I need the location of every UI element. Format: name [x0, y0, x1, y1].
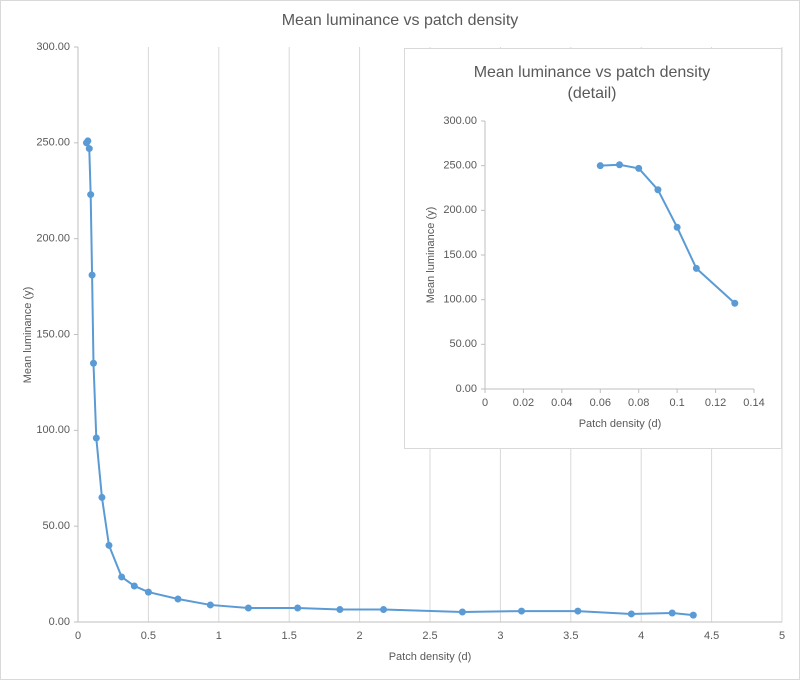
data-point [144, 588, 152, 596]
data-point [668, 609, 676, 617]
data-point [130, 582, 138, 590]
x-axis-label: Patch density (d) [579, 418, 662, 430]
x-tick-label: 0.5 [141, 630, 156, 642]
x-tick-label: 1 [216, 630, 222, 642]
data-point [574, 607, 582, 615]
y-tick-label: 300.00 [443, 115, 477, 127]
x-tick-label: 0 [482, 397, 488, 409]
data-point [244, 604, 252, 612]
x-tick-label: 5 [779, 630, 785, 642]
data-point [518, 607, 526, 615]
x-tick-label: 0 [75, 630, 81, 642]
y-tick-label: 0.00 [49, 616, 70, 628]
title-box: Mean luminance vs patch density [281, 12, 519, 29]
data-point [118, 573, 126, 581]
x-tick-label: 3.5 [563, 630, 578, 642]
data-point [689, 611, 697, 619]
x-tick-label: 0.1 [669, 397, 684, 409]
x-tick-label: 0.06 [590, 397, 611, 409]
y-tick-label: 50.00 [449, 338, 477, 350]
y-tick-label: 0.00 [456, 383, 477, 395]
data-line [85, 138, 694, 617]
data-point [92, 434, 100, 442]
data-point [692, 264, 700, 272]
x-axis-label: Patch density (d) [389, 651, 472, 663]
data-point [731, 299, 739, 307]
data-point [84, 137, 92, 145]
x-tick-label: 0.12 [705, 397, 726, 409]
title-box: Mean luminance vs patch density (detail) [473, 64, 711, 102]
data-point [380, 606, 388, 614]
data-point [673, 223, 681, 231]
data-point [89, 359, 97, 367]
x-tick-label: 0.14 [743, 397, 764, 409]
data-point [635, 164, 643, 172]
x-tick-label: 3 [497, 630, 503, 642]
y-tick-label: 200.00 [443, 204, 477, 216]
y-tick-label: 100.00 [36, 424, 70, 436]
data-point [105, 541, 113, 549]
y-tick-label: 250.00 [443, 160, 477, 172]
x-tick-label: 2.5 [422, 630, 437, 642]
data-point [85, 145, 93, 153]
x-tick-label: 0.04 [551, 397, 572, 409]
x-tick-label: 4.5 [704, 630, 719, 642]
data-point [88, 271, 96, 279]
x-tick-label: 4 [638, 630, 644, 642]
data-point [336, 606, 344, 614]
y-tick-label: 200.00 [36, 233, 70, 245]
inset-frame [404, 48, 782, 449]
data-point [596, 162, 604, 170]
x-tick-label: 0.08 [628, 397, 649, 409]
data-point [206, 601, 214, 609]
data-point [458, 608, 466, 616]
data-point [87, 191, 95, 199]
x-tick-label: 2 [357, 630, 363, 642]
data-point [98, 493, 106, 501]
data-point [294, 604, 302, 612]
data-point [627, 610, 635, 618]
data-point [654, 186, 662, 194]
y-axis-label: Mean luminance (y) [22, 287, 34, 384]
y-tick-label: 100.00 [443, 294, 477, 306]
y-tick-label: 50.00 [42, 520, 70, 532]
y-tick-label: 150.00 [443, 249, 477, 261]
x-tick-label: 1.5 [282, 630, 297, 642]
data-point [616, 161, 623, 169]
y-axis-label: Mean luminance (y) [425, 207, 437, 304]
y-tick-label: 150.00 [36, 328, 70, 340]
data-point [174, 595, 182, 603]
y-tick-label: 300.00 [36, 41, 70, 53]
chart-title: Mean luminance vs patch density (detail) [473, 64, 711, 102]
x-tick-label: 0.02 [513, 397, 534, 409]
y-tick-label: 250.00 [36, 137, 70, 149]
chart-title: Mean luminance vs patch density [281, 12, 519, 29]
